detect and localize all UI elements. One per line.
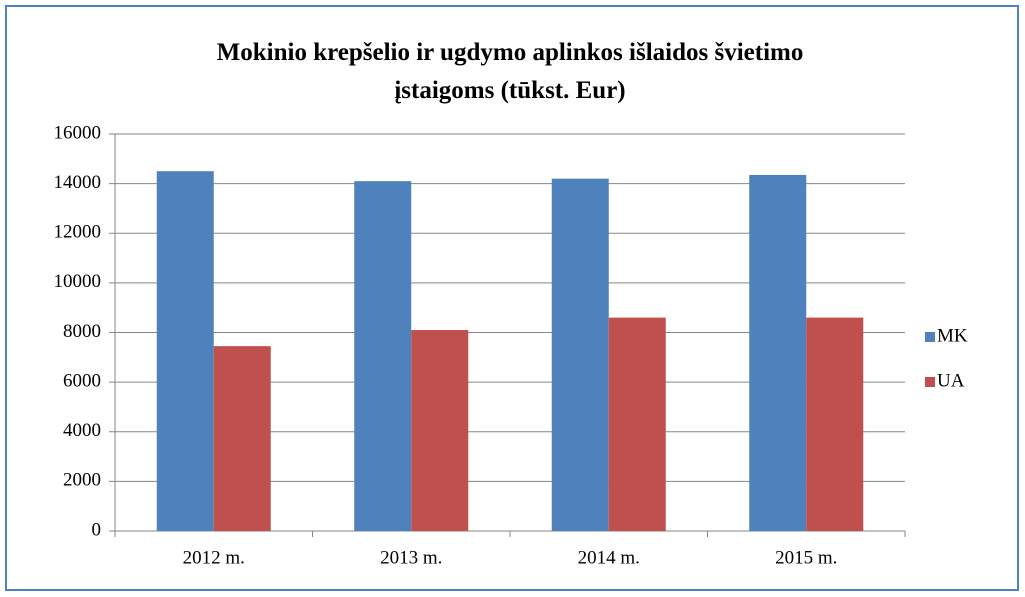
legend-label: MK (937, 325, 968, 346)
y-tick-label: 10000 (54, 271, 102, 292)
y-tick-label: 4000 (63, 420, 101, 441)
bar (213, 346, 271, 531)
y-tick-label: 2000 (63, 470, 101, 491)
x-tick-label: 2015 m. (775, 547, 837, 568)
y-tick-label: 16000 (54, 122, 102, 143)
x-tick-label: 2012 m. (183, 547, 245, 568)
x-tick-label: 2014 m. (578, 547, 640, 568)
legend-label: UA (937, 370, 965, 391)
bar (608, 317, 666, 531)
bar (749, 174, 807, 532)
x-tick-label: 2013 m. (380, 547, 442, 568)
bar (551, 178, 609, 531)
bar (806, 317, 864, 531)
y-tick-label: 14000 (54, 172, 102, 193)
y-tick-label: 0 (92, 519, 102, 540)
legend-swatch (925, 377, 935, 387)
legend-swatch (925, 332, 935, 342)
bar (411, 330, 469, 531)
y-tick-label: 6000 (63, 370, 101, 391)
y-tick-label: 12000 (54, 222, 102, 243)
bar (354, 181, 412, 532)
y-tick-label: 8000 (63, 321, 101, 342)
bar (156, 171, 214, 531)
chart-title: Mokinio krepšelio ir ugdymo aplinkos išl… (216, 39, 804, 104)
